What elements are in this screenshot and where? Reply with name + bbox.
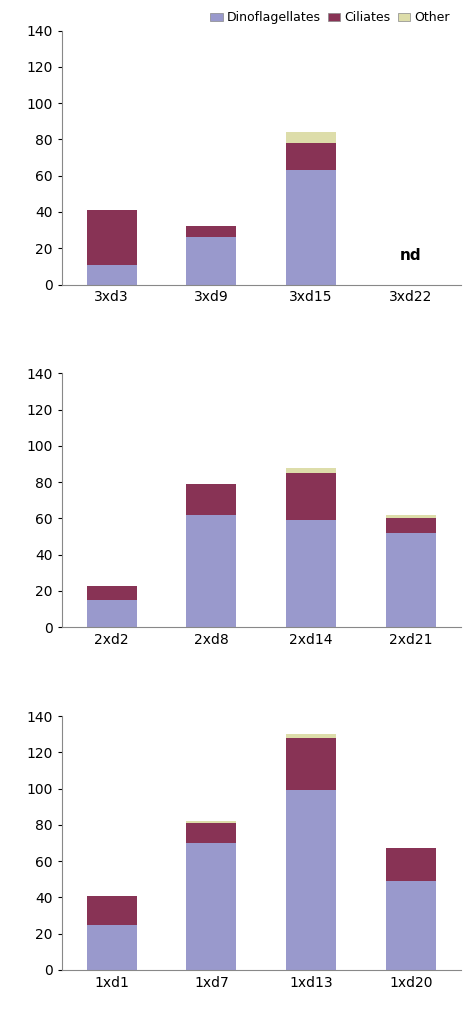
Bar [186, 823, 237, 843]
Bar [286, 468, 336, 473]
Bar [86, 264, 137, 285]
Bar [186, 227, 237, 237]
Bar [86, 895, 137, 925]
Bar [286, 473, 336, 521]
Bar [86, 585, 137, 600]
Bar [86, 600, 137, 627]
Text: nd: nd [400, 248, 422, 262]
Bar [386, 881, 436, 970]
Bar [186, 843, 237, 970]
Bar [286, 738, 336, 790]
Bar [286, 143, 336, 171]
Bar [386, 533, 436, 627]
Bar [286, 521, 336, 627]
Bar [286, 171, 336, 285]
Bar [286, 132, 336, 143]
Bar [86, 925, 137, 970]
Bar [386, 848, 436, 881]
Bar [186, 484, 237, 515]
Bar [186, 237, 237, 285]
Bar [186, 821, 237, 823]
Bar [386, 515, 436, 519]
Bar [286, 790, 336, 970]
Bar [186, 515, 237, 627]
Bar [86, 210, 137, 264]
Legend: Dinoflagellates, Ciliates, Other: Dinoflagellates, Ciliates, Other [205, 6, 455, 30]
Bar [286, 734, 336, 738]
Bar [386, 519, 436, 533]
